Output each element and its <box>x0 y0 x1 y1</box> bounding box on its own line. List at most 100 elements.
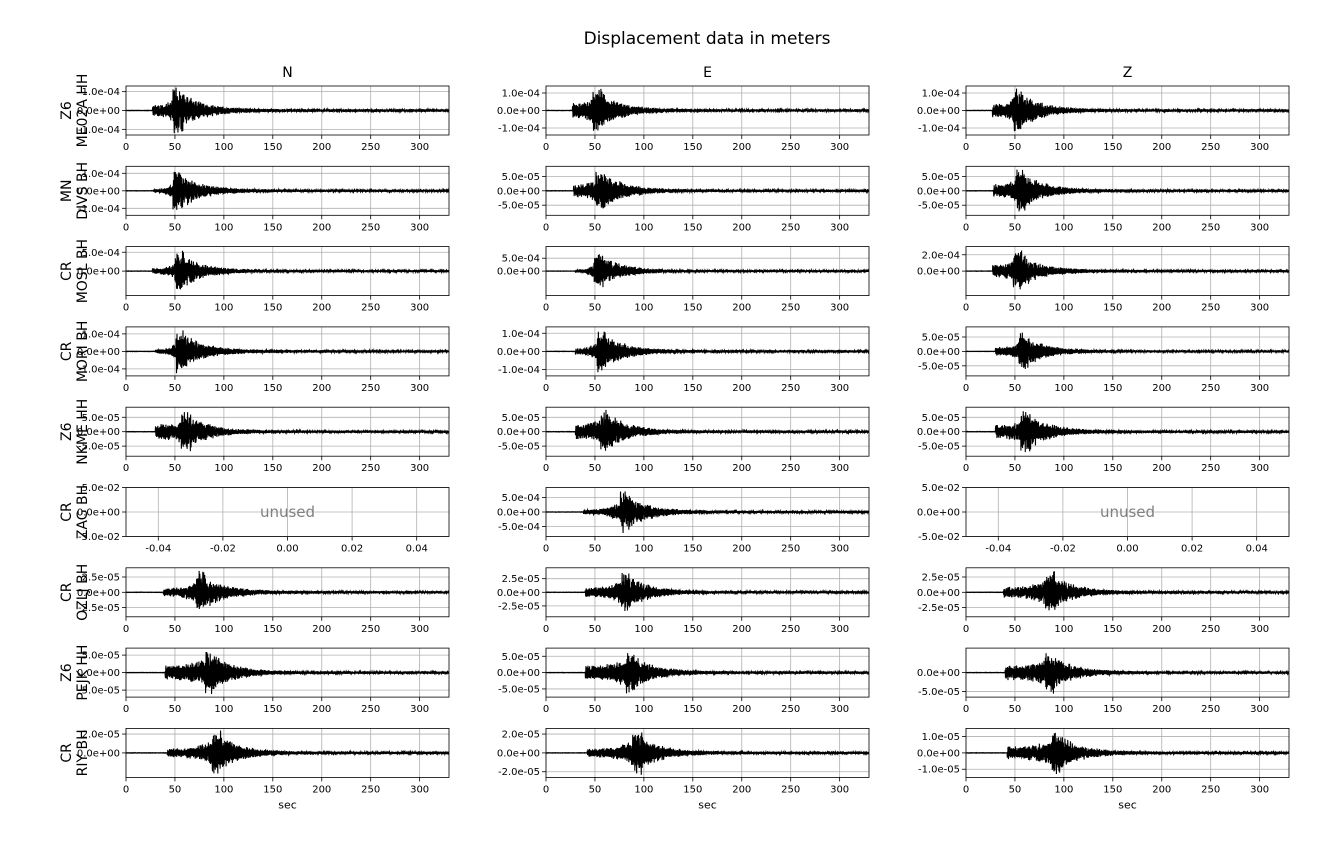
x-tick-label: 0 <box>543 222 549 233</box>
x-tick-label: 300 <box>410 463 429 474</box>
x-tick-label: 100 <box>214 624 233 635</box>
y-tick-label: 1.0e-04 <box>82 169 120 180</box>
x-tick-label: -0.02 <box>1050 544 1076 555</box>
x-tick-label: 0 <box>963 303 969 314</box>
x-tick-label: 200 <box>312 142 331 153</box>
x-tick-label: 0 <box>963 784 969 795</box>
x-tick-label: 100 <box>214 784 233 795</box>
axes-frame <box>125 567 450 618</box>
x-tick-label: 100 <box>634 222 653 233</box>
row-network-label: MN <box>59 180 75 203</box>
x-tick-label: 0 <box>543 463 549 474</box>
y-tick-label: 0.0e+00 <box>497 106 540 117</box>
waveform-line <box>966 250 1289 290</box>
x-tick-label: 250 <box>361 704 380 715</box>
x-tick-label: 0 <box>963 463 969 474</box>
x-tick-label: 150 <box>1103 784 1122 795</box>
y-tick-label: 0.0e+00 <box>917 427 960 438</box>
y-tick-label: 0.0e+00 <box>917 267 960 278</box>
x-tick-label: 0 <box>543 142 549 153</box>
x-tick-label: 250 <box>361 463 380 474</box>
x-tick-label: 200 <box>312 303 331 314</box>
y-tick-label: 2.5e-05 <box>922 572 960 583</box>
x-tick-label: -0.02 <box>210 544 236 555</box>
y-tick-label: 0.0e+00 <box>77 668 120 679</box>
x-tick-label: 200 <box>732 784 751 795</box>
y-tick-label: 1.0e-04 <box>502 329 540 340</box>
y-tick-label: 5.0e-05 <box>502 413 540 424</box>
y-tick-label: 2.0e-05 <box>502 730 540 741</box>
row-label-ozlj-bh: CR OZLJ BH <box>59 564 91 621</box>
y-tick-label: -5.0e-05 <box>78 686 120 697</box>
x-tick-label: 150 <box>1103 222 1122 233</box>
y-tick-label: -1.0e-04 <box>78 364 120 375</box>
y-tick-label: 0.0e+00 <box>917 668 960 679</box>
x-tick-label: 0 <box>963 704 969 715</box>
x-tick-label: 150 <box>683 222 702 233</box>
y-tick-label: 0.0e+00 <box>497 427 540 438</box>
y-tick-label: -1.0e-04 <box>498 124 540 135</box>
unused-label: unused <box>260 503 315 521</box>
y-tick-label: -1.0e-05 <box>918 765 960 776</box>
x-tick-label: 150 <box>263 222 282 233</box>
y-tick-label: 0.0e+00 <box>77 427 120 438</box>
row-label-me02a-hh: Z6 ME02A HH <box>59 74 91 148</box>
x-tick-label: 150 <box>263 303 282 314</box>
panel-4-2: 0 50 100 150 200 250 300 5.0e-05 0.0e+00 -5.0e-05 <box>917 406 1290 474</box>
y-tick-label: 0.0e+00 <box>497 748 540 759</box>
x-tick-label: 100 <box>214 222 233 233</box>
x-tick-label: 200 <box>732 383 751 394</box>
x-tick-label: 300 <box>410 142 429 153</box>
panel-2-1: 0 50 100 150 200 250 300 5.0e-04 0.0e+00 <box>497 246 870 314</box>
y-tick-label: 5.0e-02 <box>82 483 120 494</box>
axes-frame <box>965 487 1290 537</box>
x-tick-label: 200 <box>732 704 751 715</box>
x-tick-label: 100 <box>1054 784 1073 795</box>
x-axis-label: sec <box>1118 798 1137 811</box>
x-tick-label: 0 <box>123 463 129 474</box>
axes-frame <box>125 165 450 216</box>
x-tick-label: 0 <box>123 142 129 153</box>
row-label-divs-bh: MN DIVS BH <box>59 162 91 220</box>
y-tick-label: -5.0e-05 <box>918 201 960 212</box>
y-tick-label: -1.0e-04 <box>78 125 120 136</box>
y-tick-label: 0.0e+00 <box>497 668 540 679</box>
x-tick-label: 250 <box>361 303 380 314</box>
panel-2-0: 0 50 100 150 200 250 300 5.0e-04 0.0e+00 <box>77 246 450 314</box>
figure-title: Displacement data in meters <box>584 29 831 49</box>
waveform-line <box>126 651 449 695</box>
row-station-label: DIVS BH <box>75 162 91 220</box>
x-tick-label: 250 <box>781 222 800 233</box>
y-tick-label: 0.0e+00 <box>77 748 120 759</box>
panel-6-2: 0 50 100 150 200 250 300 2.5e-05 0.0e+00 -2.5e-05 <box>917 567 1290 635</box>
x-tick-label: 150 <box>263 463 282 474</box>
axes-frame <box>125 487 450 537</box>
x-tick-label: 200 <box>1152 624 1171 635</box>
x-tick-label: 50 <box>1009 383 1022 394</box>
x-tick-label: -0.04 <box>145 544 171 555</box>
x-tick-label: 0.00 <box>1116 544 1138 555</box>
panel-0-0: 0 50 100 150 200 250 300 1.0e-04 0.0e+00 -1.0e-04 <box>77 85 450 153</box>
x-tick-label: 100 <box>1054 222 1073 233</box>
axes-frame <box>965 165 1290 216</box>
y-tick-label: -5.0e-04 <box>498 522 540 533</box>
y-tick-label: 0.0e+00 <box>497 508 540 519</box>
x-tick-label: 250 <box>361 624 380 635</box>
axes-frame <box>125 85 450 136</box>
x-tick-label: 300 <box>410 303 429 314</box>
y-tick-label: 2.0e-05 <box>82 730 120 741</box>
waveform-line <box>966 169 1289 212</box>
row-network-label: CR <box>59 743 75 763</box>
x-tick-label: 150 <box>263 784 282 795</box>
y-tick-label: 0.0e+00 <box>917 106 960 117</box>
panel-grid: N E ZZ6 ME02A HH0 50 100 150 200 250 3001.0e-040.… <box>59 65 1290 811</box>
row-station-label: MOSL BH <box>75 239 91 303</box>
panel-7-2: 0 50 100 150 200 250 300 0.0e+00 -5.0e-05 <box>917 647 1290 715</box>
y-tick-label: -5.0e-05 <box>498 442 540 453</box>
x-tick-label: 250 <box>781 142 800 153</box>
row-station-label: ZAG BH <box>75 485 91 539</box>
x-tick-label: 150 <box>683 704 702 715</box>
x-tick-label: 250 <box>781 463 800 474</box>
x-tick-label: 50 <box>169 463 182 474</box>
waveform-line <box>966 732 1289 774</box>
